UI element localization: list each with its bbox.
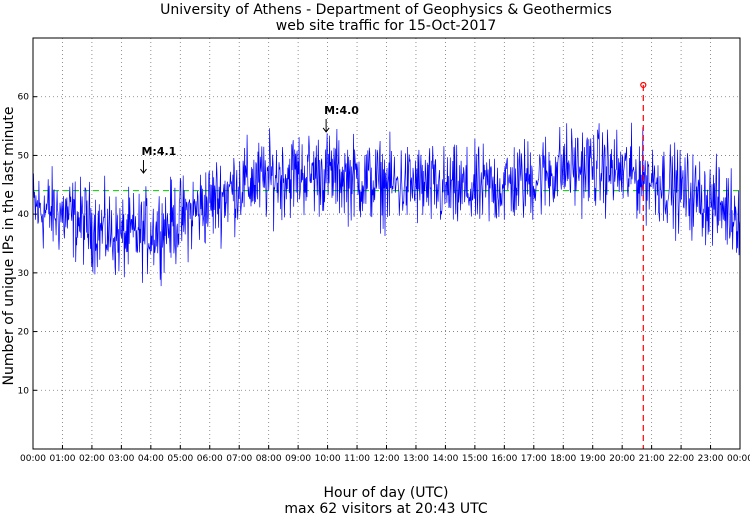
max-visitors-footer: max 62 visitors at 20:43 UTC (284, 501, 487, 515)
x-tick-label: 04:00 (138, 454, 164, 464)
x-tick-label: 00:00 (20, 454, 46, 464)
x-tick-label: 02:00 (79, 454, 105, 464)
y-tick-label: 60 (18, 93, 30, 103)
x-tick-label: 06:00 (197, 454, 223, 464)
x-tick-label: 16:00 (491, 454, 517, 464)
y-tick-label: 40 (18, 210, 30, 220)
grid-lines (33, 38, 740, 449)
annotation-quake-1: M:4.1 (140, 145, 176, 174)
x-axis-ticks: 00:00 01:00 02:00 03:00 04:00 05:00 06:00 07:00… (20, 445, 750, 464)
y-tick-label: 20 (18, 328, 30, 338)
x-tick-label: 08:00 (256, 454, 282, 464)
y-axis-label: Number of unique IPs in the last minute (1, 107, 17, 386)
x-tick-label: 14:00 (432, 454, 458, 464)
x-tick-label: 23:00 (698, 454, 724, 464)
annotation-arrow-head-1 (140, 168, 147, 174)
x-tick-label: 11:00 (344, 454, 370, 464)
x-tick-label: 00:00 (727, 454, 750, 464)
x-tick-label: 21:00 (639, 454, 665, 464)
x-tick-label: 05:00 (167, 454, 193, 464)
series-line-visitors (32, 122, 741, 287)
x-tick-label: 19:00 (580, 454, 606, 464)
x-tick-label: 03:00 (108, 454, 134, 464)
x-axis-label: Hour of day (UTC) (324, 485, 449, 501)
max-marker-point (640, 81, 647, 89)
y-tick-label: 50 (18, 151, 30, 161)
plot-frame (32, 37, 741, 450)
y-axis-ticks: 10 20 30 40 50 60 (18, 93, 37, 396)
x-tick-label: 07:00 (226, 454, 252, 464)
x-tick-label: 22:00 (668, 454, 694, 464)
x-tick-label: 17:00 (521, 454, 547, 464)
x-tick-label: 18:00 (550, 454, 576, 464)
chart-subtitle: web site traffic for 15-Oct-2017 (276, 18, 497, 34)
annotation-quake-2: M:4.0 (322, 104, 359, 133)
chart-title: University of Athens - Department of Geo… (160, 2, 612, 18)
x-tick-label: 01:00 (49, 454, 75, 464)
y-tick-label: 10 (18, 386, 30, 396)
x-tick-label: 13:00 (403, 454, 429, 464)
x-tick-label: 12:00 (374, 454, 400, 464)
annotation-arrow-head-2 (322, 127, 330, 133)
x-tick-label: 09:00 (285, 454, 311, 464)
y-tick-label: 30 (18, 269, 30, 279)
x-tick-label: 10:00 (315, 454, 341, 464)
x-tick-label: 15:00 (462, 454, 488, 464)
x-tick-label: 20:00 (609, 454, 635, 464)
annotation-label-1: M:4.1 (141, 145, 176, 158)
annotation-label-2: M:4.0 (324, 104, 359, 117)
